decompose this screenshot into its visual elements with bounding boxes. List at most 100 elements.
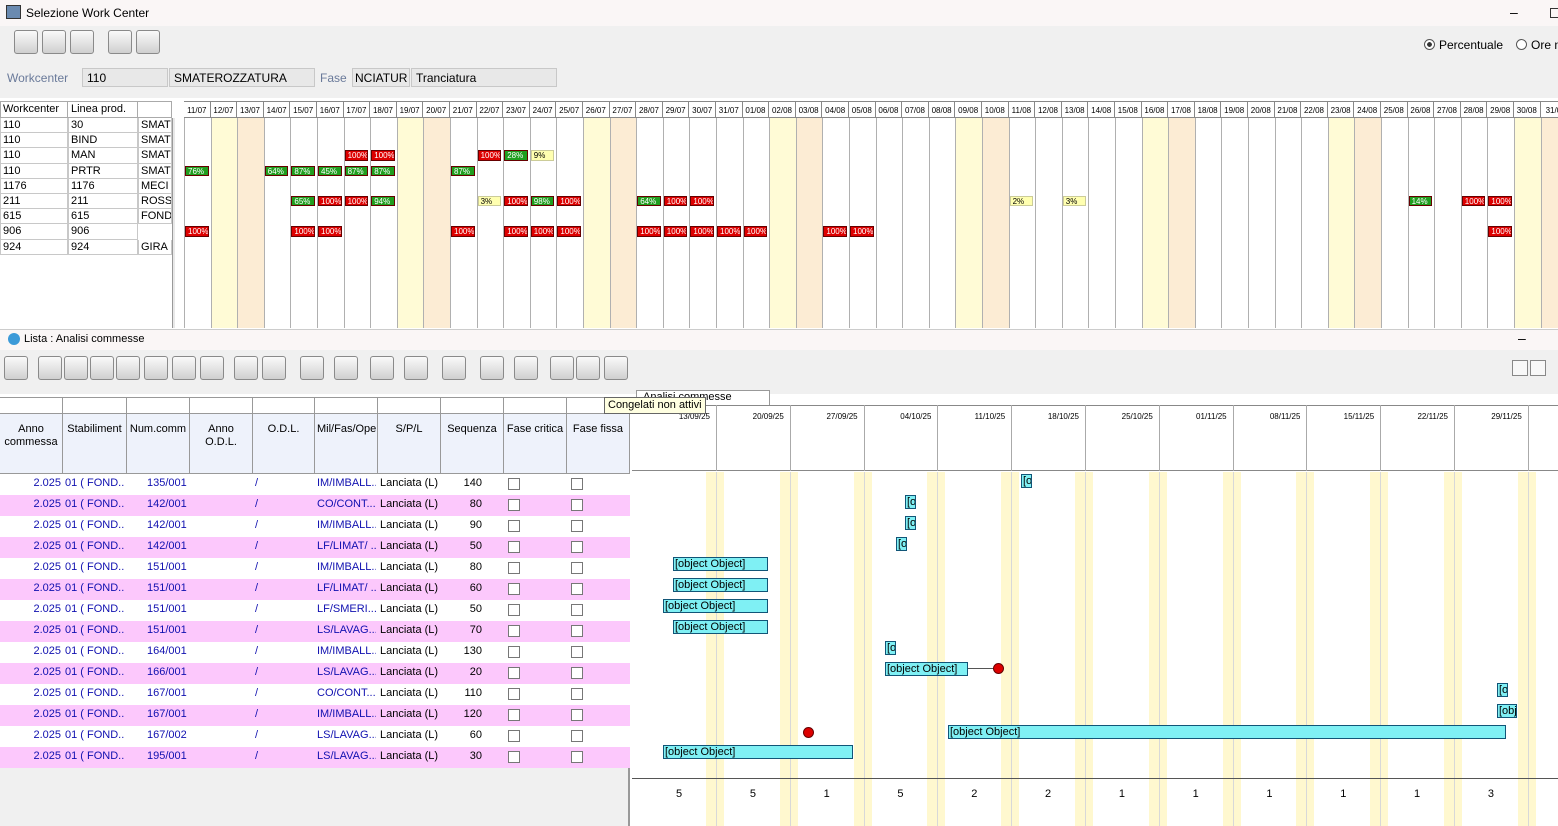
load-cell[interactable]: 9% [530,150,555,161]
load-cell[interactable]: 100% [850,226,874,237]
filter-cell[interactable] [127,397,190,414]
table-row[interactable] [0,558,630,579]
toolbar-button[interactable] [4,356,28,380]
load-cell[interactable]: 100% [717,226,741,237]
checkbox[interactable] [508,688,520,700]
table-row[interactable] [0,705,630,726]
checkbox[interactable] [508,604,520,616]
gantt-bar[interactable]: [object Object] [896,537,907,551]
toolbar-button[interactable] [200,356,224,380]
load-cell[interactable]: 100% [185,226,209,237]
load-cell[interactable]: 3% [1062,196,1087,207]
gantt-bar[interactable]: [object Object] [905,495,916,509]
checkbox[interactable] [508,751,520,763]
table-row[interactable] [0,684,630,705]
table-row[interactable] [0,600,630,621]
column-header[interactable]: Mil/Fas/Ope [315,414,378,474]
load-cell[interactable]: 87% [291,165,315,176]
load-cell[interactable]: 100% [530,226,555,237]
checkbox[interactable] [571,604,583,616]
toolbar-button[interactable] [38,356,62,380]
load-cell[interactable]: 28% [504,150,528,161]
load-cell[interactable]: 100% [1488,226,1512,237]
filter-cell[interactable] [504,397,567,414]
table-row[interactable] [0,474,630,495]
milestone[interactable] [803,727,814,738]
load-cell[interactable]: 100% [1488,196,1512,207]
filter-cell[interactable] [378,397,441,414]
checkbox[interactable] [571,688,583,700]
load-cell[interactable]: 100% [690,196,714,207]
gantt-bar[interactable]: [object Object] [1497,704,1517,718]
text-field[interactable]: 110 [82,68,168,87]
checkbox[interactable] [508,730,520,742]
load-cell[interactable]: 94% [371,196,395,207]
toolbar-button[interactable] [370,356,394,380]
load-cell[interactable]: 100% [451,226,475,237]
filter-cell[interactable] [0,397,63,414]
column-header[interactable]: O.D.L. [253,414,315,474]
checkbox[interactable] [508,562,520,574]
load-cell[interactable]: 87% [451,165,475,176]
load-cell[interactable]: 14% [1408,196,1433,207]
text-field[interactable]: NCIATUR [352,68,410,87]
load-cell[interactable]: 100% [823,226,847,237]
checkbox[interactable] [508,709,520,721]
toolbar-button[interactable] [480,356,504,380]
gantt-bar[interactable]: [object Object] [905,516,916,530]
checkbox[interactable] [571,709,583,721]
table-row[interactable] [0,579,630,600]
checkbox[interactable] [571,730,583,742]
table-row[interactable] [0,621,630,642]
table-row[interactable] [0,495,630,516]
checkbox[interactable] [571,499,583,511]
toolbar-button[interactable] [136,30,160,54]
gantt-bar[interactable]: [object Object] [673,557,768,571]
toolbar-button[interactable] [576,356,600,380]
load-cell[interactable]: 100% [371,150,395,161]
gantt-bar[interactable]: [object Object] [1497,683,1508,697]
load-cell[interactable]: 100% [504,196,528,207]
filter-cell[interactable] [441,397,504,414]
gantt-bar[interactable]: [object Object] [673,578,768,592]
load-cell[interactable]: 100% [1461,196,1486,207]
checkbox[interactable] [508,478,520,490]
toolbar-button[interactable] [144,356,168,380]
toolbar-button[interactable] [1530,360,1546,376]
toolbar-button[interactable] [300,356,324,380]
load-cell[interactable]: 45% [318,165,342,176]
load-cell[interactable]: 100% [743,226,768,237]
table-row[interactable] [0,747,630,768]
column-header[interactable]: Anno commessa [0,414,63,474]
milestone[interactable] [993,663,1004,674]
load-cell[interactable]: 100% [663,226,688,237]
checkbox[interactable] [508,646,520,658]
text-field[interactable]: SMATEROZZATURA [169,68,315,87]
radio-button[interactable] [1516,39,1527,50]
gantt-bar[interactable]: [object Object] [663,599,768,613]
load-cell[interactable]: 100% [637,226,661,237]
toolbar-button[interactable] [234,356,258,380]
load-cell[interactable]: 100% [504,226,528,237]
column-header[interactable]: Fase critica [504,414,567,474]
toolbar-button[interactable] [550,356,574,380]
column-header[interactable]: S/P/L [378,414,441,474]
table-row[interactable] [0,642,630,663]
toolbar-button[interactable] [42,30,66,54]
radio-button[interactable] [1424,39,1435,50]
gantt-bar[interactable]: [object Object] [663,745,853,759]
load-cell[interactable]: 100% [557,226,581,237]
gantt-bar[interactable]: [object Object] [885,641,896,655]
filter-cell[interactable] [190,397,253,414]
column-header[interactable]: Sequenza [441,414,504,474]
table-row[interactable] [0,726,630,747]
checkbox[interactable] [508,541,520,553]
filter-cell[interactable] [253,397,315,414]
column-header[interactable]: Stabiliment [63,414,127,474]
toolbar-button[interactable] [442,356,466,380]
toolbar-button[interactable] [262,356,286,380]
toolbar-button[interactable] [64,356,88,380]
checkbox[interactable] [571,541,583,553]
load-cell[interactable]: 100% [663,196,688,207]
checkbox[interactable] [571,667,583,679]
